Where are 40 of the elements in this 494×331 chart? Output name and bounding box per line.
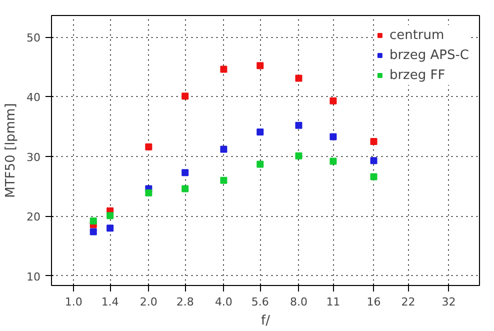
point — [295, 74, 302, 82]
point — [256, 160, 264, 168]
x-tick-label: 2.0 — [140, 296, 158, 308]
y-tick-label: 30 — [26, 150, 41, 164]
point — [370, 173, 378, 180]
point — [106, 224, 114, 232]
point — [182, 92, 189, 100]
point — [220, 146, 228, 153]
y-tick-label: 40 — [26, 91, 41, 104]
legend-label: brzeg FF — [389, 68, 446, 82]
x-tick-label: 1.4 — [101, 296, 119, 308]
point — [220, 176, 228, 184]
x-tick-label: 16 — [366, 296, 381, 308]
point — [370, 157, 378, 164]
x-tick-label: 22 — [401, 296, 416, 308]
y-tick-label: 20 — [26, 210, 41, 224]
point — [370, 138, 378, 146]
legend-label: centrum — [389, 28, 444, 42]
x-tick-label: 32 — [442, 296, 456, 308]
point — [145, 189, 152, 196]
point — [182, 185, 189, 192]
x-tick-label: 11 — [326, 296, 340, 308]
point — [256, 128, 264, 136]
x-tick-label: 1.0 — [64, 296, 82, 308]
point — [256, 62, 264, 70]
point — [106, 212, 114, 220]
point — [220, 66, 228, 73]
x-tick-label: 8.0 — [290, 296, 308, 308]
y-axis-title: MTF50 [lpmm] — [4, 103, 19, 198]
point — [182, 169, 189, 176]
x-axis-title: f/ — [261, 314, 271, 328]
point — [295, 152, 302, 160]
y-tick-label: 50 — [26, 32, 41, 45]
point — [295, 122, 302, 129]
point — [145, 143, 152, 150]
x-tick-label: 5.6 — [251, 296, 269, 308]
y-tick-label: 10 — [26, 270, 41, 284]
legend-label: brzeg APS-C — [389, 48, 469, 62]
x-tick-label: 2.8 — [176, 296, 194, 308]
x-tick-label: 4.0 — [214, 296, 232, 308]
